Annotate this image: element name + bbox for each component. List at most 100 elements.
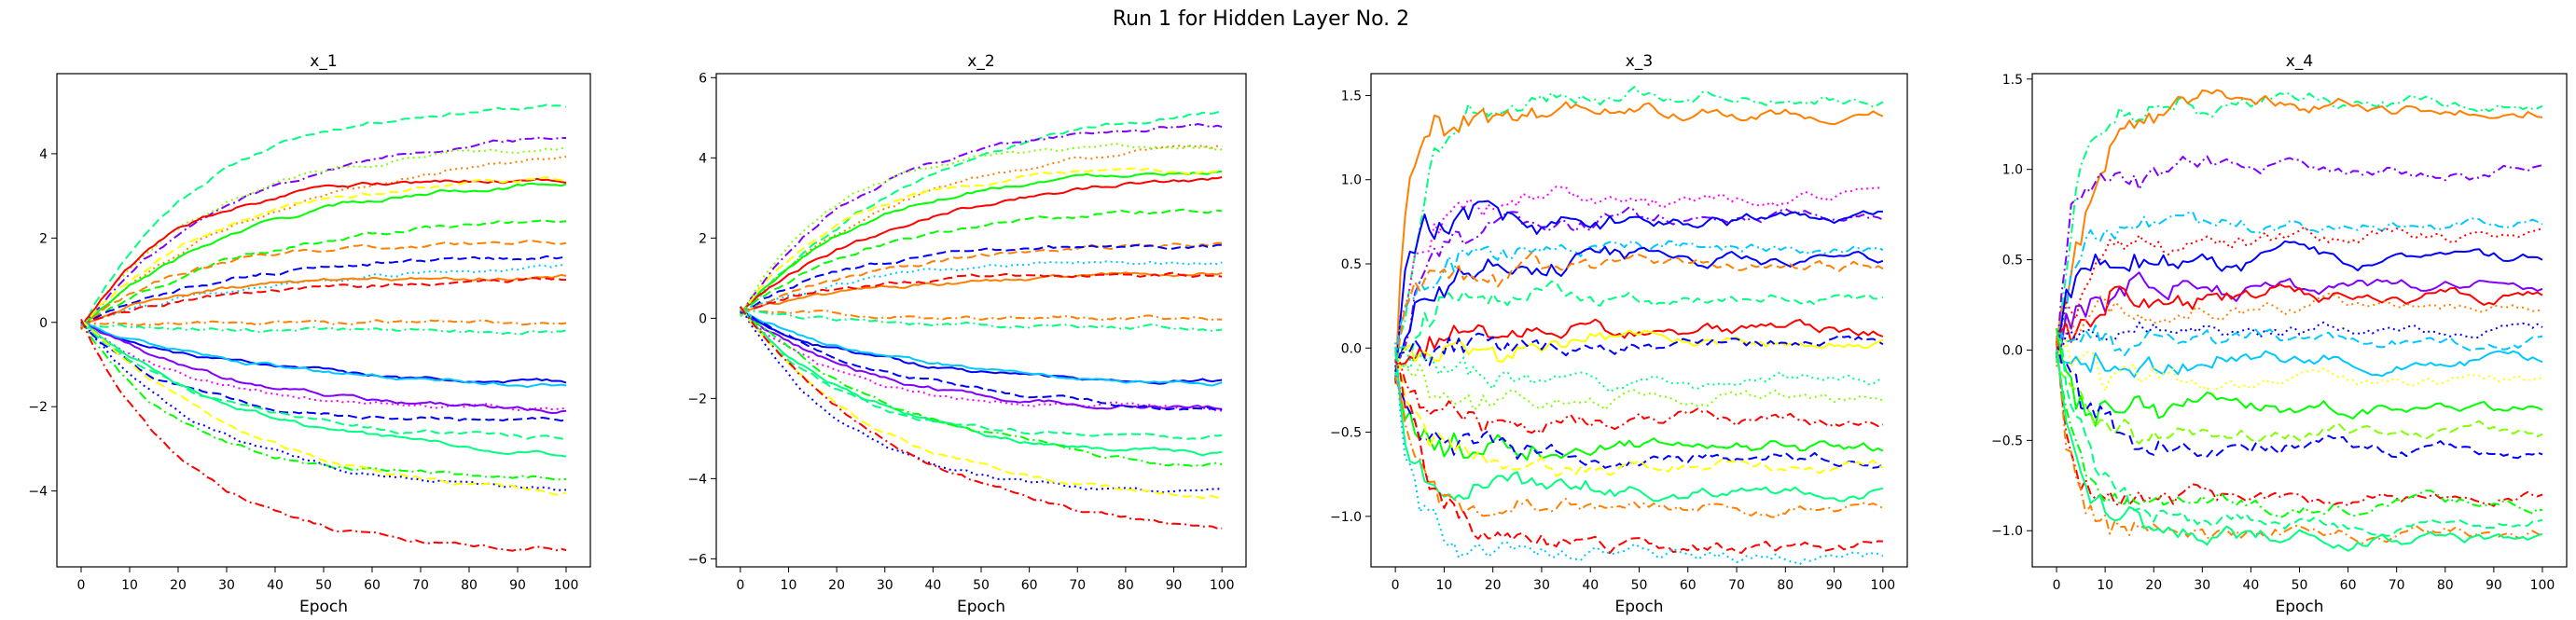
x-tick-label: 70	[2389, 578, 2405, 593]
x-tick-label: 100	[1210, 578, 1235, 593]
x-tick-label: 0	[77, 578, 86, 593]
y-tick-label: 0.0	[2002, 343, 2023, 358]
x-tick-label: 100	[1870, 578, 1895, 593]
series-line	[80, 264, 567, 326]
series-line	[740, 145, 1223, 315]
x-tick-label: 40	[2242, 578, 2259, 593]
x-tick-label: 40	[924, 578, 941, 593]
x-axis-label: Epoch	[299, 598, 348, 616]
x-tick-label: 30	[877, 578, 893, 593]
series-line	[80, 323, 567, 412]
series-line	[80, 319, 567, 326]
series-line	[80, 146, 567, 329]
series-line	[80, 136, 567, 329]
series-line	[1394, 332, 1884, 373]
series-line	[740, 309, 1223, 321]
x-tick-label: 0	[2053, 578, 2061, 593]
x-tick-label: 90	[1166, 578, 1183, 593]
x-tick-label: 30	[2194, 578, 2210, 593]
series-line	[2056, 292, 2543, 367]
x-tick-label: 70	[412, 578, 429, 593]
series-line	[80, 320, 567, 496]
series-line	[2056, 321, 2543, 351]
x-tick-label: 80	[461, 578, 478, 593]
subplot-title: x_1	[310, 52, 337, 71]
series-line	[2056, 353, 2543, 518]
series-line	[740, 271, 1223, 312]
subplot-x2: x_2 0 10 20 30 40 50 60 70 80 90 100 −6 −4 −2 0 2 4 6 Epoch	[687, 52, 1247, 616]
y-tick-label: 1.5	[2002, 73, 2023, 88]
y-tick-label: −2	[28, 400, 48, 415]
series-line	[80, 323, 567, 384]
subplot-title: x_2	[967, 52, 994, 71]
y-tick-label: 1.0	[2002, 163, 2023, 178]
series-line	[740, 167, 1223, 315]
series-line	[740, 241, 1223, 313]
series-line	[1394, 329, 1884, 372]
x-tick-label: 90	[1826, 578, 1843, 593]
series-line	[2056, 357, 2543, 445]
y-tick-label: 2	[699, 231, 707, 246]
series-line	[2056, 283, 2543, 343]
series-line	[1394, 376, 1884, 518]
y-tick-label: 1.5	[1341, 89, 1362, 103]
subplot-x4: x_4 0 10 20 30 40 50 60 70 80 90 100 −1.0 −0.5 0.0 0.5 1…	[1991, 52, 2568, 616]
y-tick-label: −4	[687, 472, 707, 487]
series-line	[1394, 353, 1884, 393]
series-line	[1394, 251, 1884, 377]
y-tick-label: −4	[28, 485, 48, 500]
series-line	[740, 109, 1223, 318]
x-tick-label: 30	[1533, 578, 1550, 593]
series-line	[2056, 91, 2543, 363]
x-tick-label: 40	[1582, 578, 1599, 593]
x-tick-label: 30	[218, 578, 235, 593]
y-tick-label: 0	[39, 316, 48, 331]
x-tick-label: 20	[1485, 578, 1502, 593]
series-line	[80, 320, 567, 481]
series-line	[1394, 362, 1884, 436]
x-tick-label: 20	[828, 578, 845, 593]
x-axis-label: Epoch	[957, 598, 1005, 616]
series-line	[2056, 336, 2543, 537]
series-line	[80, 177, 567, 329]
x-axis-label: Epoch	[1614, 598, 1663, 616]
x-tick-label: 100	[554, 578, 579, 593]
x-tick-label: 90	[2486, 578, 2502, 593]
series-line	[740, 176, 1223, 314]
x-tick-label: 80	[1117, 578, 1134, 593]
series-line	[740, 170, 1223, 315]
series-line	[740, 309, 1223, 387]
series-line	[740, 307, 1223, 467]
series-line	[1394, 245, 1884, 365]
x-tick-label: 80	[1777, 578, 1794, 593]
series-line	[2056, 340, 2543, 460]
x-tick-label: 90	[509, 578, 526, 593]
y-tick-label: 0.5	[1341, 257, 1362, 272]
series-line	[2056, 324, 2543, 357]
series-line	[80, 182, 567, 328]
series-line	[740, 208, 1223, 314]
series-group	[1394, 86, 1884, 565]
series-line	[80, 219, 567, 327]
series-line	[1394, 379, 1884, 469]
y-tick-label: 4	[699, 151, 707, 166]
x-tick-label: 60	[1680, 578, 1697, 593]
y-tick-label: 1.0	[1341, 173, 1362, 188]
series-group	[80, 103, 567, 552]
x-tick-label: 50	[315, 578, 332, 593]
series-line	[740, 309, 1223, 410]
x-axis-label: Epoch	[2275, 598, 2323, 616]
series-line	[1394, 240, 1884, 364]
y-tick-label: 4	[39, 147, 48, 162]
subplot-title: x_4	[2286, 52, 2313, 71]
series-line	[2056, 240, 2543, 354]
y-tick-label: −0.5	[1991, 434, 2023, 448]
x-tick-label: 0	[736, 578, 744, 593]
figure-title: Run 1 for Hidden Layer No. 2	[1113, 7, 1409, 31]
series-line	[80, 321, 567, 458]
x-tick-label: 50	[973, 578, 990, 593]
series-group	[739, 109, 1223, 530]
series-line	[1394, 363, 1884, 477]
series-line	[1394, 359, 1883, 555]
series-line	[1394, 362, 1884, 411]
